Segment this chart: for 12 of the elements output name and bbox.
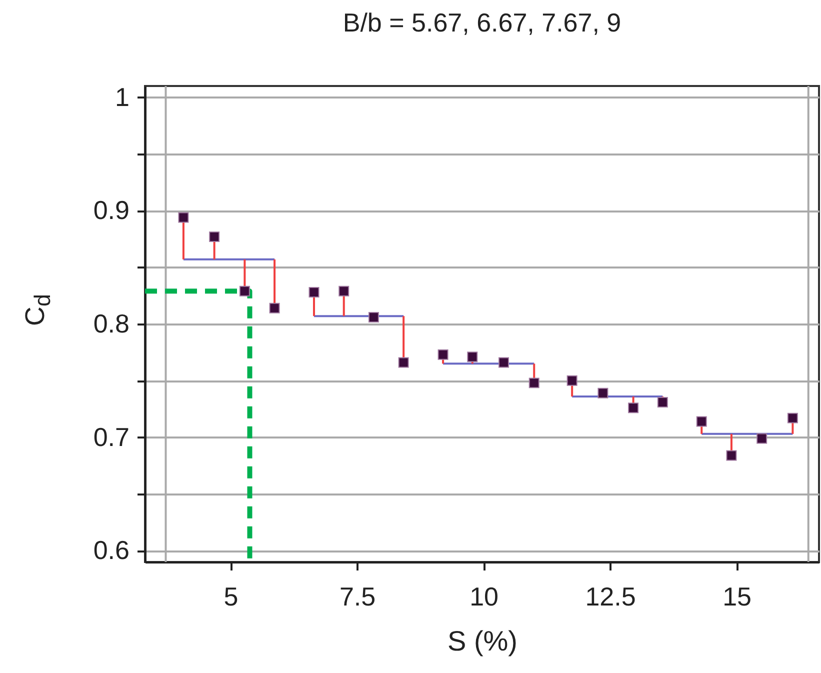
x-tick-label: 12.5 bbox=[585, 582, 636, 612]
x-tick-label: 5 bbox=[224, 582, 238, 612]
x-axis-title: S (%) bbox=[448, 626, 518, 656]
y-tick-label: 1 bbox=[115, 82, 130, 112]
chart-title: B/b = 5.67, 6.67, 7.67, 9 bbox=[342, 7, 622, 38]
x-tick-label: 7.5 bbox=[339, 582, 376, 612]
y-tick-label: 0.8 bbox=[93, 308, 130, 338]
x-tick-label: 15 bbox=[722, 582, 752, 612]
y-tick-label: 0.7 bbox=[93, 422, 130, 452]
y-tick-label: 0.6 bbox=[93, 535, 130, 566]
y-tick-label: 0.9 bbox=[93, 195, 130, 226]
x-tick-label: 10 bbox=[470, 582, 498, 612]
